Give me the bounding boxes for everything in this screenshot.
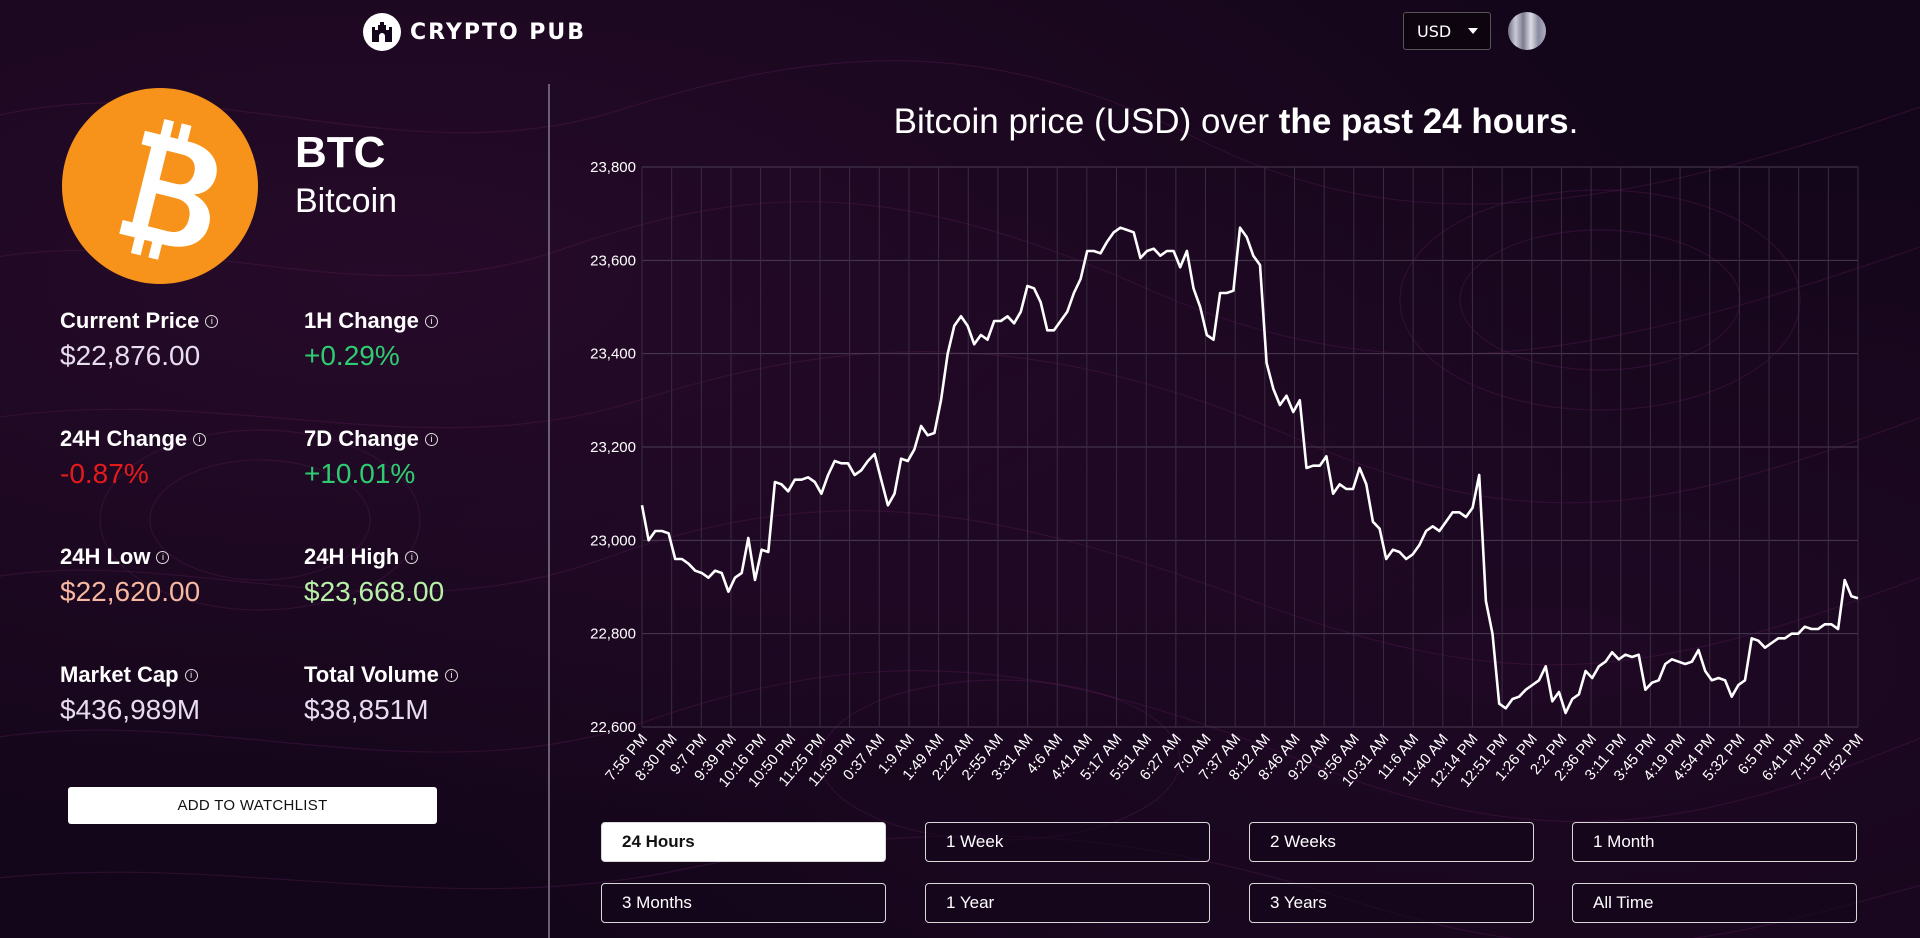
stat-value: $22,620.00 (60, 576, 201, 607)
logo[interactable]: CRYPTO PUB (362, 12, 586, 52)
y-tick-label: 23,000 (590, 532, 636, 549)
info-icon[interactable]: i (193, 432, 207, 446)
info-icon[interactable]: i (405, 550, 419, 564)
stat-label: 24H Low i (60, 544, 280, 570)
info-icon[interactable]: i (156, 550, 170, 564)
stat-total-volume: Total Volume i $38,851M (304, 662, 524, 726)
y-tick-label: 23,400 (590, 346, 636, 363)
timeframe-3-years-button[interactable]: 3 Years (1249, 883, 1534, 923)
stat-label-text: 24H High (304, 544, 400, 569)
chart-title-bold: the past 24 hours (1278, 102, 1569, 141)
stat-market-cap: Market Cap i $436,989M (60, 662, 280, 726)
y-tick-label: 22,800 (590, 626, 636, 643)
stat-24h-low: 24H Low i $22,620.00 (60, 544, 280, 608)
stat-value: $23,668.00 (304, 576, 445, 607)
timeframe-1-year-button[interactable]: 1 Year (925, 883, 1210, 923)
stat-1h-change: 1H Change i +0.29% (304, 308, 524, 372)
stat-label: 24H Change i (60, 426, 280, 452)
stat-value: $22,876.00 (60, 340, 201, 371)
chart-title-prefix: Bitcoin price (USD) over (893, 102, 1279, 141)
stat-label-text: 7D Change (304, 426, 419, 451)
currency-select[interactable]: USD (1403, 12, 1491, 50)
y-tick-label: 22,600 (590, 719, 636, 736)
stat-24h-change: 24H Change i -0.87% (60, 426, 280, 490)
stat-label: Market Cap i (60, 662, 280, 688)
logo-text: CRYPTO PUB (410, 19, 587, 45)
avatar[interactable] (1508, 12, 1546, 50)
stat-label-text: 24H Low (60, 544, 151, 569)
timeframe-1-week-button[interactable]: 1 Week (925, 822, 1210, 862)
stat-label: Total Volume i (304, 662, 524, 688)
bitcoin-logo-icon (62, 88, 258, 284)
coin-info-panel: BTC Bitcoin Current Price i $22,876.00 1H C… (0, 64, 550, 938)
stat-label: Current Price i (60, 308, 280, 334)
coin-name: Bitcoin (295, 182, 398, 220)
series-line-bitcoin (640, 226, 1859, 715)
header: CRYPTO PUB USD (0, 0, 1920, 64)
stat-value: -0.87% (60, 458, 149, 489)
coin-symbol: BTC (295, 128, 386, 177)
info-icon[interactable]: i (444, 668, 458, 682)
stat-label-text: 1H Change (304, 308, 419, 333)
timeframe-2-weeks-button[interactable]: 2 Weeks (1249, 822, 1534, 862)
timeframe-24-hours-button[interactable]: 24 Hours (601, 822, 886, 862)
caret-down-icon (1468, 28, 1478, 34)
stat-label-text: Total Volume (304, 662, 439, 687)
price-chart: 22,600 22,800 23,000 23,200 23,400 23,600 23,8… (590, 159, 1867, 791)
stat-24h-high: 24H High i $23,668.00 (304, 544, 524, 608)
chart-title-suffix: . (1568, 102, 1579, 141)
chart-title: Bitcoin price (USD) over the past 24 hou… (552, 102, 1920, 142)
info-icon[interactable]: i (424, 432, 438, 446)
castle-logo-icon (363, 13, 401, 51)
timeframe-3-months-button[interactable]: 3 Months (601, 883, 886, 923)
info-icon[interactable]: i (424, 314, 438, 328)
timeframe-all-time-button[interactable]: All Time (1572, 883, 1857, 923)
stat-label-text: 24H Change (60, 426, 188, 451)
stat-current-price: Current Price i $22,876.00 (60, 308, 280, 372)
stat-label: 1H Change i (304, 308, 524, 334)
stat-7d-change: 7D Change i +10.01% (304, 426, 524, 490)
info-icon[interactable]: i (205, 314, 219, 328)
stat-label: 24H High i (304, 544, 524, 570)
stat-value: +10.01% (304, 458, 416, 489)
stat-value: $38,851M (304, 694, 429, 725)
currency-value: USD (1417, 21, 1452, 41)
info-icon[interactable]: i (184, 668, 198, 682)
stat-label-text: Current Price (60, 308, 200, 333)
stat-value: +0.29% (304, 340, 400, 371)
y-tick-label: 23,800 (590, 159, 636, 176)
timeframe-1-month-button[interactable]: 1 Month (1572, 822, 1857, 862)
panel-divider (548, 84, 550, 938)
stat-label: 7D Change i (304, 426, 524, 452)
stat-label-text: Market Cap (60, 662, 179, 687)
stat-value: $436,989M (60, 694, 201, 725)
add-to-watchlist-button[interactable]: ADD TO WATCHLIST (68, 787, 437, 824)
y-tick-label: 23,200 (590, 439, 636, 456)
y-tick-label: 23,600 (590, 252, 636, 269)
